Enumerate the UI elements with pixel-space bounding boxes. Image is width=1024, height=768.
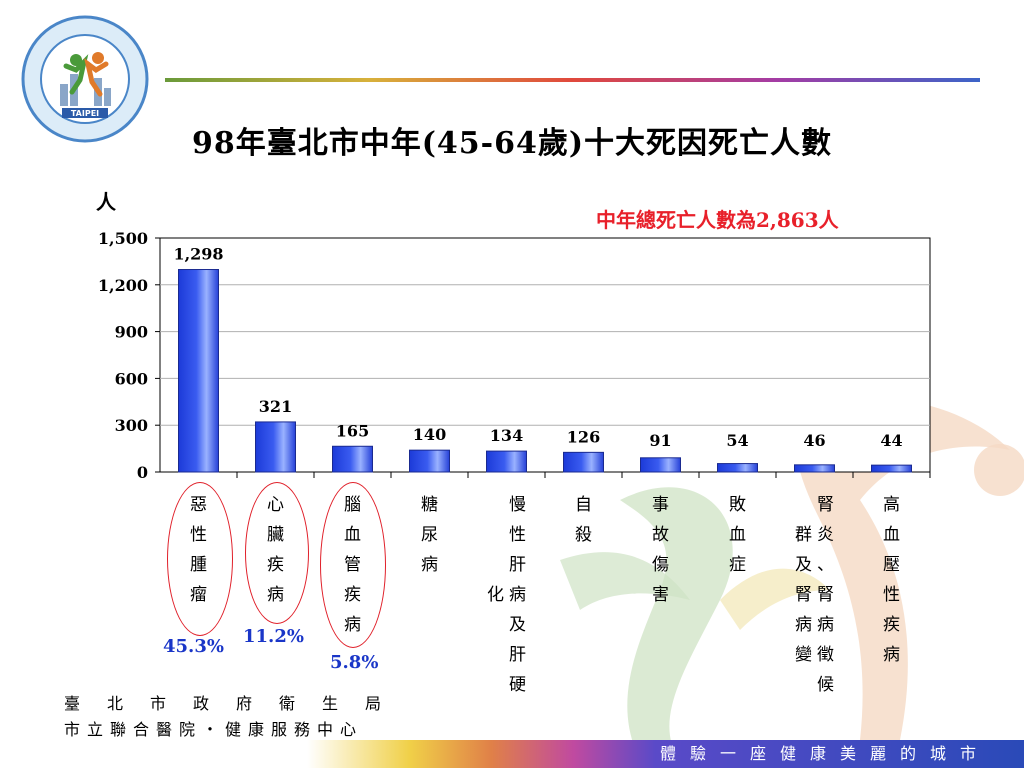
footer-rainbow-bar [0,740,1024,768]
y-tick-label: 300 [115,416,148,435]
total-deaths-note: 中年總死亡人數為2,863人 [596,208,839,232]
bar [332,445,373,473]
data-label: 140 [413,425,446,444]
category-label: 自殺 [575,495,592,545]
bar [871,464,912,473]
y-tick-label: 1,200 [98,276,148,295]
percentage-label: 5.8% [330,652,379,673]
data-label: 91 [649,431,671,450]
category-label: 腎炎、腎病徵候 [817,495,834,695]
svg-text:TAIPEI: TAIPEI [71,109,99,118]
footer-org-line1: 臺北市政府衛生局 [64,694,409,713]
data-label: 126 [567,427,600,446]
y-tick-label: 600 [115,369,148,388]
footer-slogan: 體驗一座健康美麗的城市 [659,744,990,763]
y-tick-label: 0 [137,463,148,482]
data-label: 44 [880,431,902,450]
header-divider [165,78,980,82]
bar [178,269,219,473]
highlight-ellipse [167,482,233,636]
bar [486,450,527,473]
health-bureau-logo: TAIPEI [20,14,150,144]
data-label: 134 [490,426,523,445]
category-label: 敗血症 [729,495,746,575]
category-label: 慢性肝病及肝硬 [509,495,526,695]
percentage-label: 11.2% [243,626,304,647]
data-label: 1,298 [173,245,223,264]
bar [409,449,450,473]
bar [640,457,681,473]
bar [717,463,758,473]
category-label: 糖尿病 [421,495,438,575]
percentage-label: 45.3% [163,636,224,657]
data-label: 54 [726,431,748,450]
bar [794,464,835,473]
category-label: 化 [487,585,504,605]
data-label: 321 [259,397,292,416]
category-label: 高血壓性疾病 [883,495,900,665]
category-label: 事故傷害 [652,495,669,605]
highlight-ellipse [320,482,386,648]
chart-title: 98年臺北市中年(45-64歲)十大死因死亡人數 [191,126,833,161]
category-label: 群及腎病變 [795,525,812,665]
footer-org-line2: 市立聯合醫院・健康服務中心 [64,720,364,739]
highlight-ellipse [245,482,309,624]
bar [563,451,604,473]
y-tick-label: 1,500 [98,229,148,248]
data-label: 46 [803,431,825,450]
y-axis-unit: 人 [96,190,116,214]
data-label: 165 [336,421,369,440]
y-tick-label: 900 [115,323,148,342]
bar [255,421,296,473]
